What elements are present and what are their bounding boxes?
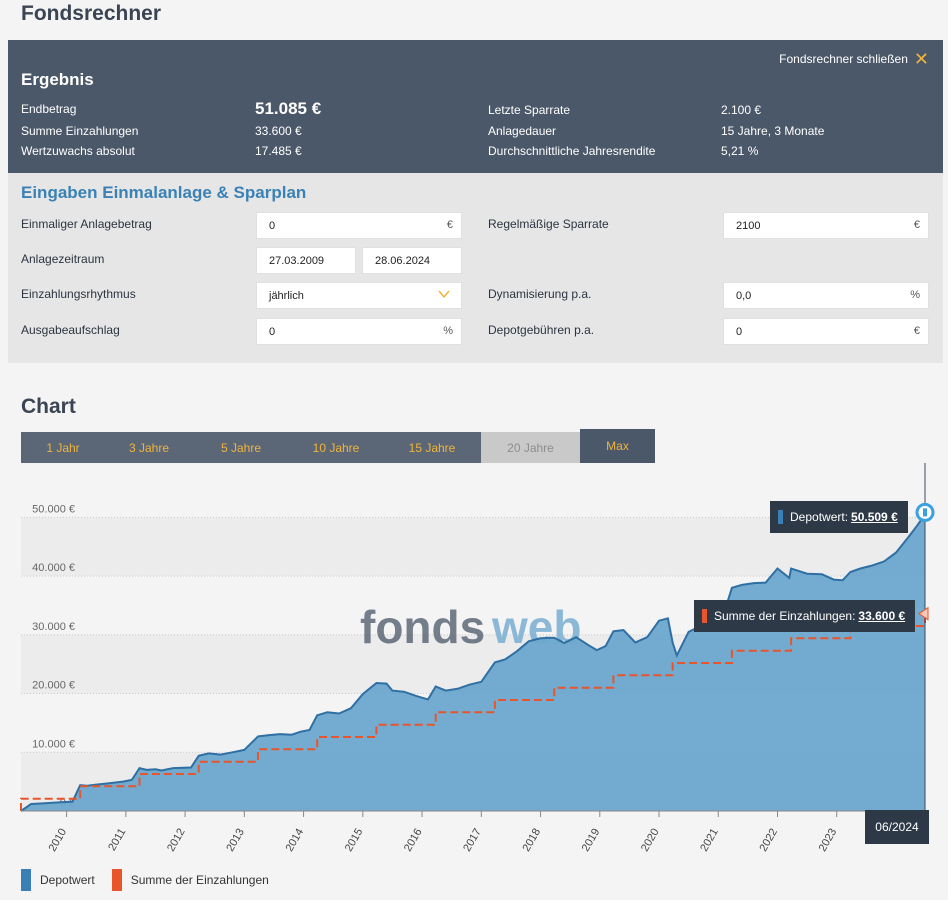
result-label-endbetrag: Endbetrag xyxy=(21,102,77,116)
label-gebuehren: Depotgebühren p.a. xyxy=(488,323,595,337)
label-sparrate: Regelmäßige Sparrate xyxy=(488,217,609,231)
legend-swatch-sum xyxy=(111,869,122,891)
label-aufschlag: Ausgabeaufschlag xyxy=(21,323,120,337)
result-label-sparrate: Letzte Sparrate xyxy=(488,103,571,117)
range-tabs: 1 Jahr 3 Jahre 5 Jahre 10 Jahre 15 Jahre… xyxy=(21,429,655,463)
tab-1-jahr[interactable]: 1 Jahr xyxy=(21,432,105,463)
date-label: 06/2024 xyxy=(865,810,929,844)
page-title: Fondsrechner xyxy=(21,2,162,25)
start-date-value: 27.03.2009 xyxy=(269,254,325,267)
x-tick-label: 2014 xyxy=(284,827,307,854)
fondsweb-watermark: fonds web xyxy=(360,601,581,653)
y-tick-label: 30.000 € xyxy=(32,621,75,633)
chart-legend: Depotwert Summe der Einzahlungen xyxy=(21,869,269,891)
result-value-endbetrag: 51.085 € xyxy=(255,99,322,118)
sum-tooltip: Summe der Einzahlungen: 33.600 € xyxy=(694,600,916,632)
depot-tooltip-value: 50.509 € xyxy=(851,510,898,524)
tab-15-jahre[interactable]: 15 Jahre xyxy=(383,432,481,463)
chart-title: Chart xyxy=(21,395,76,418)
depot-marker-inner xyxy=(923,508,927,517)
tab-max[interactable]: Max xyxy=(580,429,655,463)
einmalig-unit: € xyxy=(446,219,453,231)
x-tick-label: 2011 xyxy=(106,827,128,853)
x-tick-label: 2015 xyxy=(343,827,366,854)
legend-swatch-depot xyxy=(21,869,31,891)
y-tick-label: 20.000 € xyxy=(32,680,75,692)
label-rhythmus: Einzahlungsrhythmus xyxy=(21,287,136,301)
result-label-rendite: Durchschnittliche Jahresrendite xyxy=(488,144,656,158)
x-tick-label: 2023 xyxy=(817,827,840,854)
tab-5-jahre[interactable]: 5 Jahre xyxy=(193,432,289,463)
einmalig-input[interactable]: 0 € xyxy=(256,212,462,239)
sparrate-unit: € xyxy=(913,219,920,231)
label-dynamik: Dynamisierung p.a. xyxy=(488,287,592,301)
legend-label-depot: Depotwert xyxy=(40,873,95,887)
result-value-sparrate: 2.100 € xyxy=(721,103,762,117)
rhythmus-value: jährlich xyxy=(269,289,304,302)
inputs-title: Eingaben Einmalanlage & Sparplan xyxy=(21,183,307,202)
sparrate-input[interactable]: 2100 € xyxy=(723,212,929,239)
x-tick-label: 2017 xyxy=(461,827,484,854)
tab-10-jahre[interactable]: 10 Jahre xyxy=(289,432,383,463)
watermark-text-fonds: fonds xyxy=(360,601,485,653)
y-tick-label: 10.000 € xyxy=(32,738,75,750)
gebuehren-value: 0 xyxy=(736,325,743,338)
aufschlag-value: 0 xyxy=(269,325,276,338)
tab-20-jahre: 20 Jahre xyxy=(481,432,580,463)
sparrate-value: 2100 xyxy=(736,219,761,232)
label-zeitraum: Anlagezeitraum xyxy=(21,252,105,266)
x-tick-label: 2013 xyxy=(224,827,247,854)
depot-tooltip-label: Depotwert: xyxy=(790,510,849,524)
result-label-anlagedauer: Anlagedauer xyxy=(488,124,557,138)
dynamik-unit: % xyxy=(910,289,920,301)
inputs-panel: Eingaben Einmalanlage & Sparplan Einmali… xyxy=(8,173,943,363)
close-label: Fondsrechner schließen xyxy=(779,52,908,66)
y-tick-label: 40.000 € xyxy=(32,562,75,574)
result-panel: Ergebnis Fondsrechner schließen ✕ Endbet… xyxy=(8,40,943,173)
einmalig-value: 0 xyxy=(269,219,276,232)
aufschlag-input[interactable]: 0 % xyxy=(256,318,462,345)
x-tick-label: 2010 xyxy=(47,827,70,854)
close-calculator-button[interactable]: Fondsrechner schließen ✕ xyxy=(779,49,929,69)
x-tick-label: 2016 xyxy=(402,827,425,854)
result-value-anlagedauer: 15 Jahre, 3 Monate xyxy=(721,124,825,138)
gebuehren-input[interactable]: 0 € xyxy=(723,318,929,345)
dynamik-value: 0,0 xyxy=(736,289,752,302)
dynamik-input[interactable]: 0,0 % xyxy=(723,282,929,309)
end-date-value: 28.06.2024 xyxy=(375,254,431,267)
result-title: Ergebnis xyxy=(21,70,94,89)
depot-area xyxy=(21,514,925,811)
start-date-input[interactable]: 27.03.2009 xyxy=(256,247,356,274)
x-tick-label: 2019 xyxy=(580,827,603,854)
chevron-down-icon[interactable] xyxy=(437,287,451,304)
tab-3-jahre[interactable]: 3 Jahre xyxy=(105,432,193,463)
depot-tooltip: Depotwert: 50.509 € xyxy=(770,501,908,533)
gebuehren-unit: € xyxy=(913,325,920,337)
result-label-einzahlungen: Summe Einzahlungen xyxy=(21,124,139,138)
sum-tooltip-label: Summe der Einzahlungen: xyxy=(714,609,856,623)
result-value-rendite: 5,21 % xyxy=(721,144,759,158)
sum-swatch xyxy=(702,609,707,623)
rhythmus-select[interactable]: jährlich xyxy=(256,282,462,309)
x-tick-label: 2018 xyxy=(520,827,543,854)
x-tick-label: 2022 xyxy=(757,827,780,854)
result-value-einzahlungen: 33.600 € xyxy=(255,124,302,138)
x-tick-label: 2020 xyxy=(639,827,662,854)
depot-swatch xyxy=(778,510,783,524)
result-label-wertzuwachs: Wertzuwachs absolut xyxy=(21,144,135,158)
einzahlungen-line xyxy=(20,613,926,811)
result-value-wertzuwachs: 17.485 € xyxy=(255,144,302,158)
end-date-input[interactable]: 28.06.2024 xyxy=(362,247,462,274)
depot-line xyxy=(20,513,926,812)
sum-tooltip-value: 33.600 € xyxy=(858,609,906,623)
y-tick-label: 50.000 € xyxy=(32,503,75,515)
legend-label-sum: Summe der Einzahlungen xyxy=(130,873,269,887)
x-tick-label: 2012 xyxy=(165,827,188,854)
x-tick-label: 2021 xyxy=(698,827,721,854)
label-einmalig: Einmaliger Anlagebetrag xyxy=(21,217,152,231)
chart-area[interactable]: 0 €10.000 €20.000 €30.000 €40.000 €50.00… xyxy=(0,460,948,860)
aufschlag-unit: % xyxy=(443,325,453,337)
close-icon[interactable]: ✕ xyxy=(913,49,929,69)
sum-marker xyxy=(918,606,929,621)
